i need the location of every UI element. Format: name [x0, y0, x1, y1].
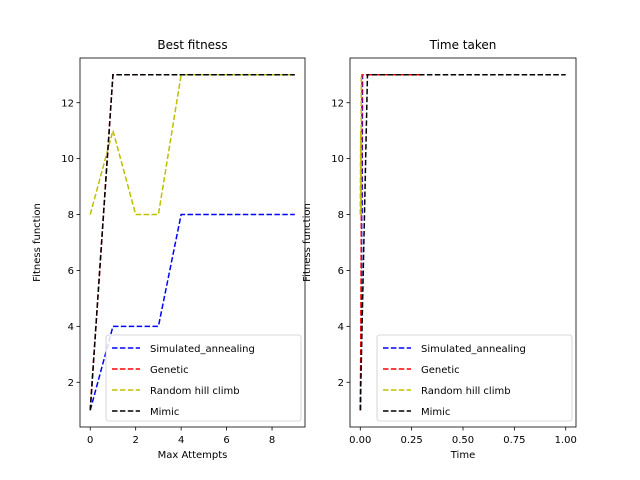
- y-tick-label: 4: [338, 322, 344, 333]
- legend: Simulated_annealing Genetic Random hill cl…: [105, 334, 302, 422]
- y-axis-label: Fitness function: [302, 203, 313, 282]
- y-tick-label: 6: [68, 266, 74, 277]
- legend-label-mimic: Mimic: [150, 407, 179, 418]
- legend-label-genetic: Genetic: [150, 365, 189, 376]
- x-tick-label: 2: [132, 435, 138, 446]
- y-tick-label: 8: [68, 210, 74, 221]
- legend-label-simulated-annealing: Simulated_annealing: [421, 344, 526, 355]
- series-line-mimic: [89, 74, 295, 411]
- series-lines: [89, 74, 295, 411]
- x-tick-label: 4: [178, 435, 184, 446]
- series-line-random-hill-climb: [359, 74, 363, 216]
- y-tick-label: 2: [68, 378, 74, 389]
- legend-label-random-hill-climb: Random hill climb: [421, 386, 511, 397]
- chart-title: Time taken: [429, 38, 497, 52]
- x-tick-label: 6: [223, 435, 229, 446]
- series-line-random-hill-climb: [89, 74, 295, 216]
- best-fitness-panel: 0 2 4 6 8 2 4 6 8 10 12 Best fitness Max Attempts Fit…: [32, 38, 306, 461]
- x-tick-label: 0: [87, 435, 93, 446]
- y-tick-label: 8: [338, 210, 344, 221]
- x-tick-label: 0.75: [503, 435, 525, 446]
- y-tick-label: 2: [338, 378, 344, 389]
- series-line-mimic: [359, 74, 566, 411]
- y-tick-label: 10: [331, 154, 344, 165]
- x-axis-label: Time: [450, 450, 475, 461]
- x-axis-label: Max Attempts: [158, 450, 228, 461]
- legend-label-random-hill-climb: Random hill climb: [150, 386, 240, 397]
- x-tick-label: 0.50: [452, 435, 474, 446]
- x-tick-label: 0.25: [401, 435, 423, 446]
- time-taken-panel: 0.00 0.25 0.50 0.75 1.00 2 4 6 8 10 12 Time taken Ti…: [302, 38, 577, 461]
- legend-box: [376, 334, 573, 422]
- x-tick-label: 1.00: [555, 435, 577, 446]
- y-axis-label: Fitness function: [32, 203, 43, 282]
- x-tick-label: 0.00: [349, 435, 371, 446]
- x-tick-label: 8: [269, 435, 275, 446]
- legend-label-genetic: Genetic: [421, 365, 460, 376]
- chart-title: Best fitness: [157, 38, 227, 52]
- y-tick-label: 12: [61, 98, 74, 109]
- y-tick-label: 12: [331, 98, 344, 109]
- legend-label-simulated-annealing: Simulated_annealing: [150, 344, 255, 355]
- legend-label-mimic: Mimic: [421, 407, 450, 418]
- legend-box: [105, 334, 302, 422]
- legend: Simulated_annealing Genetic Random hill cl…: [376, 334, 573, 422]
- y-tick-label: 10: [61, 154, 74, 165]
- axes-frame: [79, 57, 306, 428]
- series-lines: [359, 74, 566, 411]
- y-tick-label: 6: [338, 266, 344, 277]
- y-tick-label: 4: [68, 322, 74, 333]
- series-line-simulated-annealing: [89, 213, 295, 411]
